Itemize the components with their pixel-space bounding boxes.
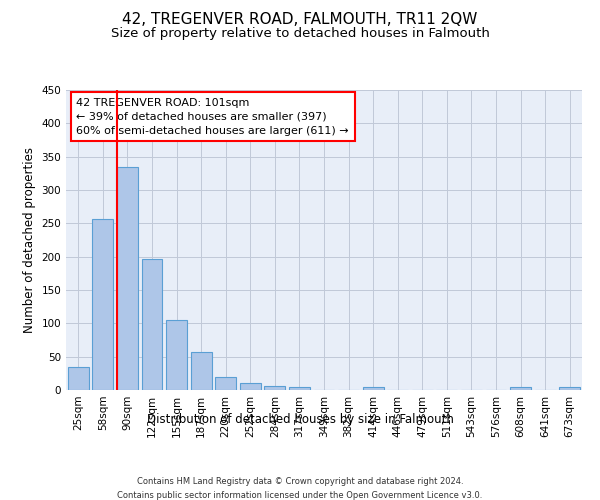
Bar	[191, 352, 212, 390]
Bar	[289, 388, 310, 390]
Bar	[559, 388, 580, 390]
Text: Distribution of detached houses by size in Falmouth: Distribution of detached houses by size …	[146, 412, 454, 426]
Text: 42, TREGENVER ROAD, FALMOUTH, TR11 2QW: 42, TREGENVER ROAD, FALMOUTH, TR11 2QW	[122, 12, 478, 28]
Bar	[510, 386, 531, 390]
Bar	[215, 378, 236, 390]
Bar	[240, 384, 261, 390]
Text: Contains HM Land Registry data © Crown copyright and database right 2024.
Contai: Contains HM Land Registry data © Crown c…	[118, 478, 482, 500]
Bar	[265, 386, 286, 390]
Bar	[68, 366, 89, 390]
Text: Size of property relative to detached houses in Falmouth: Size of property relative to detached ho…	[110, 28, 490, 40]
Bar	[166, 320, 187, 390]
Bar	[92, 220, 113, 390]
Bar	[117, 166, 138, 390]
Y-axis label: Number of detached properties: Number of detached properties	[23, 147, 36, 333]
Text: 42 TREGENVER ROAD: 101sqm
← 39% of detached houses are smaller (397)
60% of semi: 42 TREGENVER ROAD: 101sqm ← 39% of detac…	[76, 98, 349, 136]
Bar	[362, 386, 383, 390]
Bar	[142, 260, 163, 390]
